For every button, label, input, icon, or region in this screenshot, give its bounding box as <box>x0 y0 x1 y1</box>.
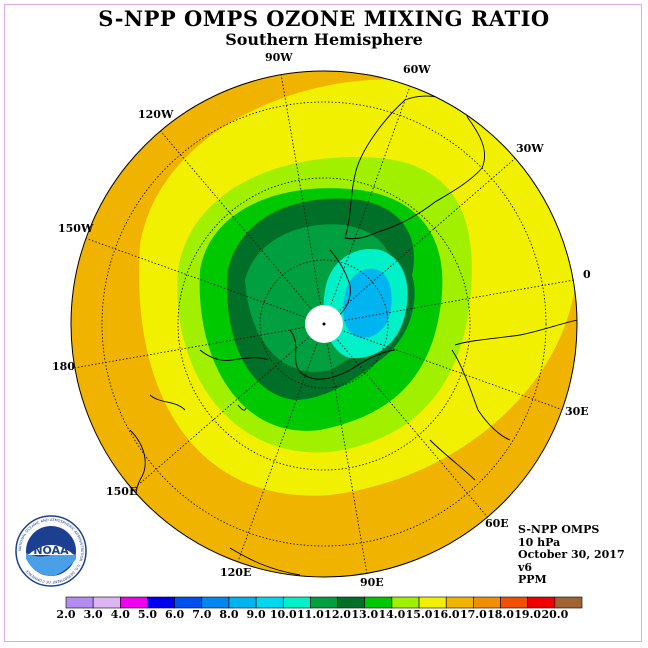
map-subtitle: Southern Hemisphere <box>225 30 423 49</box>
colorbar-swatch <box>337 596 366 609</box>
colorbar-tick-label: 7.0 <box>192 608 211 621</box>
graticule <box>73 73 575 575</box>
product-info: S-NPP OMPS 10 hPa October 30, 2017 v6 PP… <box>518 523 625 587</box>
colorbar-tick-label: 15.0 <box>406 608 433 621</box>
logo-wordmark: NOAA <box>33 544 69 557</box>
colorbar-tick-label: 12.0 <box>324 608 351 621</box>
colorbar-swatch <box>310 596 338 609</box>
map-title: S-NPP OMPS OZONE MIXING RATIO <box>98 6 550 31</box>
colorbar-swatch <box>282 596 311 609</box>
colorbar-tick-label: 19.0 <box>514 608 541 621</box>
colorbar-swatch <box>174 596 203 609</box>
colorbar-tick-label: 3.0 <box>84 608 103 621</box>
colorbar-tick-label: 17.0 <box>460 608 487 621</box>
observation-date: October 30, 2017 <box>518 548 625 561</box>
colorbar-swatch <box>201 596 230 609</box>
colorbar-tick-label: 20.0 <box>541 608 568 621</box>
longitude-labels: 90W 60W 30W 0 30E 60E 90E 120E 150E 180 … <box>52 51 591 589</box>
lon-label-150w: 150W <box>58 222 94 235</box>
map-border <box>70 70 578 578</box>
product-version: v6 <box>518 560 533 574</box>
lon-label-60e: 60E <box>485 517 509 530</box>
colorbar-swatch <box>554 596 583 609</box>
colorbar-tick-label: 2.0 <box>56 608 75 621</box>
colorbar-swatch <box>445 596 474 609</box>
colorbar-swatch <box>473 596 501 609</box>
colorbar-swatch <box>147 596 175 609</box>
lon-label-90w: 90W <box>265 51 293 64</box>
units-label: PPM <box>518 573 547 586</box>
lon-label-120w: 120W <box>138 108 174 121</box>
image-frame <box>4 4 642 642</box>
product-name: S-NPP OMPS <box>518 523 600 536</box>
ozone-band-8-9 <box>343 268 392 338</box>
lon-label-180: 180 <box>52 360 75 373</box>
south-pole-marker <box>322 322 326 326</box>
colorbar-swatch <box>120 596 148 609</box>
lon-label-30w: 30W <box>516 142 544 155</box>
colorbar-swatch <box>527 596 556 609</box>
colorbar-tick-label: 4.0 <box>111 608 130 621</box>
colorbar-tick-label: 14.0 <box>378 608 405 621</box>
colorbar-tick-label: 16.0 <box>433 608 460 621</box>
lon-label-60w: 60W <box>403 63 431 76</box>
colorbar-tick-label: 5.0 <box>138 608 157 621</box>
colorbar-swatch <box>228 596 257 609</box>
colorbar-tick-label: 6.0 <box>165 608 184 621</box>
colorbar-swatch <box>92 596 121 609</box>
colorbar-swatch <box>500 596 528 609</box>
colorbar-swatch <box>65 596 94 609</box>
noaa-logo: NOAA NATIONAL OCEANIC AND ATMOSPHERIC AD… <box>15 515 87 587</box>
lon-label-150e: 150E <box>106 485 137 498</box>
colorbar-swatch <box>418 596 447 609</box>
lon-label-90e: 90E <box>360 576 384 589</box>
colorbar-swatch <box>391 596 420 609</box>
colorbar-tick-label: 13.0 <box>351 608 378 621</box>
colorbar-tick-label: 11.0 <box>297 608 324 621</box>
colorbar-tick-label: 18.0 <box>487 608 514 621</box>
colorbar-tick-label: 10.0 <box>270 608 297 621</box>
lon-label-30e: 30E <box>565 405 589 418</box>
colorbar-tick-label: 8.0 <box>219 608 238 621</box>
lon-label-120e: 120E <box>220 566 251 579</box>
colorbar: 2.0 3.0 4.0 5.0 6.0 7.0 8.0 9.0 10.0 11.0 12.0 13.0… <box>56 596 583 621</box>
pressure-level: 10 hPa <box>518 535 561 549</box>
colorbar-swatch <box>364 596 393 609</box>
colorbar-tick-label: 9.0 <box>247 608 266 621</box>
lon-label-0: 0 <box>583 268 591 281</box>
colorbar-swatch <box>255 596 284 609</box>
